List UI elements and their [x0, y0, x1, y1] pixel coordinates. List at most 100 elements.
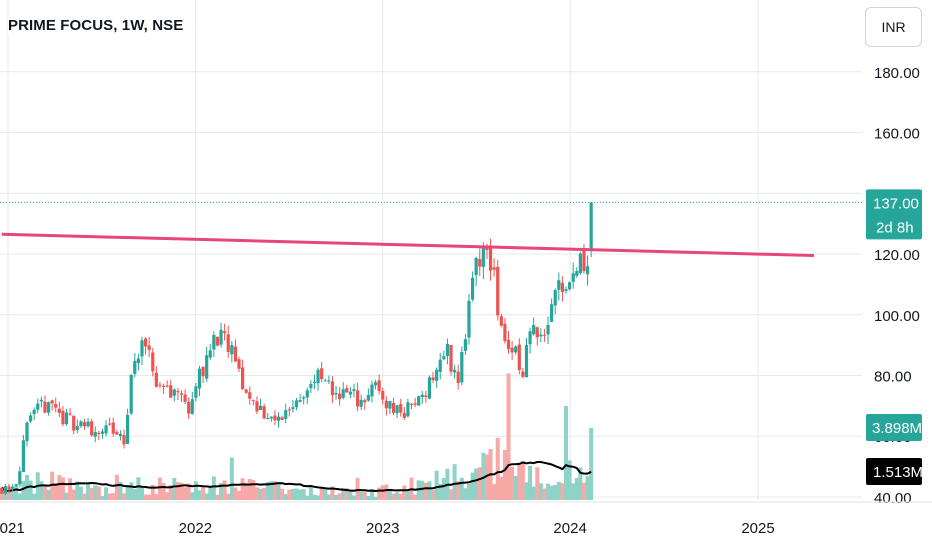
volume-bar — [233, 487, 238, 500]
time-axis-tick-label: 2023 — [366, 520, 399, 537]
volume-bar — [391, 493, 396, 500]
candle-body — [50, 400, 54, 404]
volume-bar — [53, 483, 58, 500]
candle-body — [355, 390, 360, 407]
volume-bar — [14, 486, 19, 500]
candle-body — [330, 381, 335, 396]
volume-bar — [39, 481, 44, 500]
candle-body — [384, 400, 388, 409]
candle-body — [460, 352, 464, 383]
candle-body — [97, 432, 101, 434]
volume-bar — [165, 492, 170, 500]
candle-body — [564, 289, 568, 292]
volume-bar — [229, 457, 234, 500]
candle-body — [377, 380, 381, 392]
candle-body — [359, 399, 363, 407]
candle-body — [521, 371, 525, 377]
price-badge-value: 137.00 — [873, 195, 919, 212]
volume-bar — [517, 463, 522, 500]
volume-bar — [258, 488, 263, 500]
candle-body — [348, 391, 353, 395]
candle-body — [503, 323, 507, 342]
time-axis-tick-label: 2021 — [0, 520, 25, 537]
volume-bar — [175, 482, 180, 500]
candle-body — [68, 413, 72, 415]
candle-body — [122, 435, 126, 445]
candle-body — [456, 371, 460, 384]
candle-body — [205, 355, 209, 379]
candle-body — [298, 400, 302, 402]
volume-bar — [96, 486, 101, 500]
volume-bar — [107, 493, 112, 500]
candle-body — [0, 487, 4, 494]
candle-body — [560, 282, 565, 293]
candle-body — [14, 484, 18, 486]
volume-bar — [423, 482, 428, 500]
candle-body — [172, 389, 176, 396]
volume-badge — [866, 414, 922, 441]
volume-bar — [398, 493, 403, 500]
volume-bar — [114, 474, 119, 500]
volume-bar — [78, 486, 83, 500]
volume-bar — [319, 486, 324, 500]
volume-bar — [197, 490, 202, 500]
candle-body — [108, 423, 112, 425]
candle-body — [381, 390, 385, 400]
volume-bar — [549, 485, 554, 500]
volume-ma-badge-value: 1.513M — [873, 464, 923, 481]
volume-bar — [201, 487, 206, 500]
volume-bar — [237, 490, 242, 500]
candle-body — [194, 386, 198, 398]
candle-body — [18, 471, 22, 485]
volume-bar — [359, 491, 364, 500]
candle-body — [273, 415, 277, 421]
time-axis-tick-label: 2024 — [553, 520, 586, 537]
volume-bar — [168, 485, 173, 500]
candle-body — [463, 339, 467, 351]
volume-bar — [147, 494, 152, 500]
volume-bar — [64, 492, 69, 500]
volume-bar — [502, 449, 507, 500]
candle-body — [215, 336, 220, 346]
candle-body — [187, 402, 191, 414]
volume-bar — [251, 480, 256, 500]
candle-body — [111, 422, 115, 434]
volume-bar — [431, 489, 436, 500]
volume-bar — [380, 485, 385, 500]
candle-body — [82, 422, 87, 427]
price-badge — [866, 189, 922, 240]
volume-bar — [254, 487, 259, 500]
candle-body — [251, 399, 255, 401]
volume-bar — [344, 487, 349, 500]
trendline[interactable] — [1, 232, 814, 258]
candle-body — [46, 402, 51, 413]
volume-bar — [7, 491, 12, 500]
candle-body — [136, 358, 140, 364]
candle-body — [323, 380, 327, 382]
volume-bar — [366, 495, 371, 500]
candle-body — [7, 486, 11, 490]
volume-bar — [474, 468, 479, 500]
candle-body — [154, 372, 158, 387]
candle-body — [158, 384, 162, 386]
candle-body — [388, 401, 392, 409]
candle-body — [481, 245, 485, 267]
volume-bar — [470, 472, 475, 500]
currency-selector-button[interactable]: INR — [865, 7, 922, 47]
volume-bar — [290, 488, 295, 500]
volume-bar — [244, 482, 249, 500]
volume-bar — [215, 494, 220, 500]
candle-body — [151, 352, 155, 372]
volume-bar — [466, 483, 471, 500]
volume-bar — [316, 495, 321, 500]
candle-body — [223, 331, 227, 334]
candle-body — [445, 343, 450, 356]
candle-body — [478, 259, 482, 267]
volume-bar — [449, 489, 454, 500]
volume-bar — [287, 489, 292, 500]
volume-bar — [348, 490, 353, 500]
volume-bar — [104, 487, 109, 500]
price-countdown: 2d 8h — [876, 219, 914, 236]
